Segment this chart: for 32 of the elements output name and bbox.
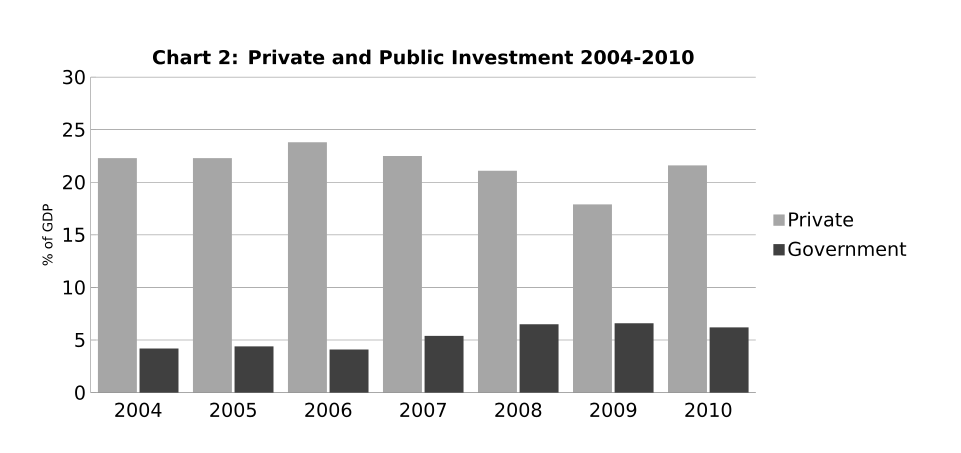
bar — [192, 158, 232, 393]
bar — [710, 327, 749, 393]
x-tick-label: 2004 — [115, 402, 162, 418]
x-tick-label: 2007 — [400, 402, 446, 418]
chart-title: Chart 2: Private and Public Investment 2004-2010 — [152, 50, 694, 64]
bar — [234, 346, 274, 393]
bar — [520, 324, 559, 393]
y-tick-label: 10 — [64, 280, 85, 295]
bar — [614, 323, 654, 393]
bar — [330, 349, 369, 393]
bar — [98, 158, 137, 393]
y-tick-label: 15 — [64, 228, 84, 242]
y-tick-label: 0 — [75, 385, 85, 400]
bar — [288, 142, 327, 393]
y-tick-label: 20 — [63, 174, 85, 190]
x-tick-label: 2008 — [495, 402, 542, 418]
legend-label: Government — [788, 242, 906, 256]
y-tick-label: 25 — [63, 122, 84, 137]
x-tick-label: 2009 — [590, 402, 636, 418]
bar — [140, 348, 178, 393]
legend-label: Private — [789, 212, 854, 227]
bar — [573, 204, 612, 393]
bar — [478, 170, 517, 393]
x-tick-label: 2010 — [685, 402, 732, 418]
bar — [382, 156, 422, 393]
y-tick-label: 5 — [75, 332, 84, 348]
bar — [668, 165, 707, 393]
x-tick-label: 2006 — [305, 402, 352, 418]
bar — [424, 336, 464, 393]
y-tick-label: 30 — [63, 70, 85, 84]
x-tick-label: 2005 — [210, 402, 256, 418]
y-axis-title: % of GDP — [42, 204, 53, 266]
